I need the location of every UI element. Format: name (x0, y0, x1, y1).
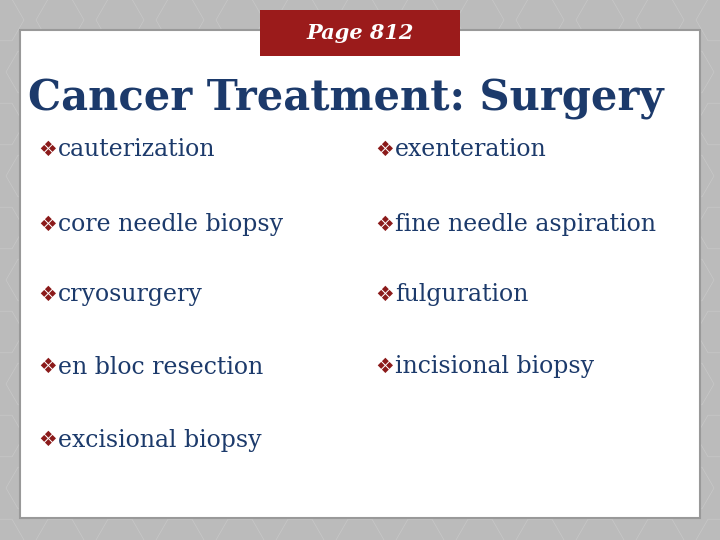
Text: fulguration: fulguration (395, 284, 528, 307)
Text: core needle biopsy: core needle biopsy (58, 213, 283, 237)
Text: ❖: ❖ (375, 140, 394, 160)
Text: Cancer Treatment: Surgery: Cancer Treatment: Surgery (28, 78, 664, 120)
Text: ❖: ❖ (38, 357, 57, 377)
Text: en bloc resection: en bloc resection (58, 355, 264, 379)
Text: cauterization: cauterization (58, 138, 215, 161)
Text: incisional biopsy: incisional biopsy (395, 355, 594, 379)
FancyBboxPatch shape (20, 30, 700, 518)
Text: fine needle aspiration: fine needle aspiration (395, 213, 656, 237)
Text: ❖: ❖ (38, 285, 57, 305)
Text: excisional biopsy: excisional biopsy (58, 429, 261, 451)
FancyBboxPatch shape (260, 10, 460, 56)
Text: cryosurgery: cryosurgery (58, 284, 203, 307)
Text: ❖: ❖ (38, 215, 57, 235)
Text: ❖: ❖ (375, 215, 394, 235)
Text: ❖: ❖ (375, 285, 394, 305)
Text: Page 812: Page 812 (306, 23, 414, 43)
Text: ❖: ❖ (38, 430, 57, 450)
Text: ❖: ❖ (38, 140, 57, 160)
Text: exenteration: exenteration (395, 138, 546, 161)
Text: ❖: ❖ (375, 357, 394, 377)
